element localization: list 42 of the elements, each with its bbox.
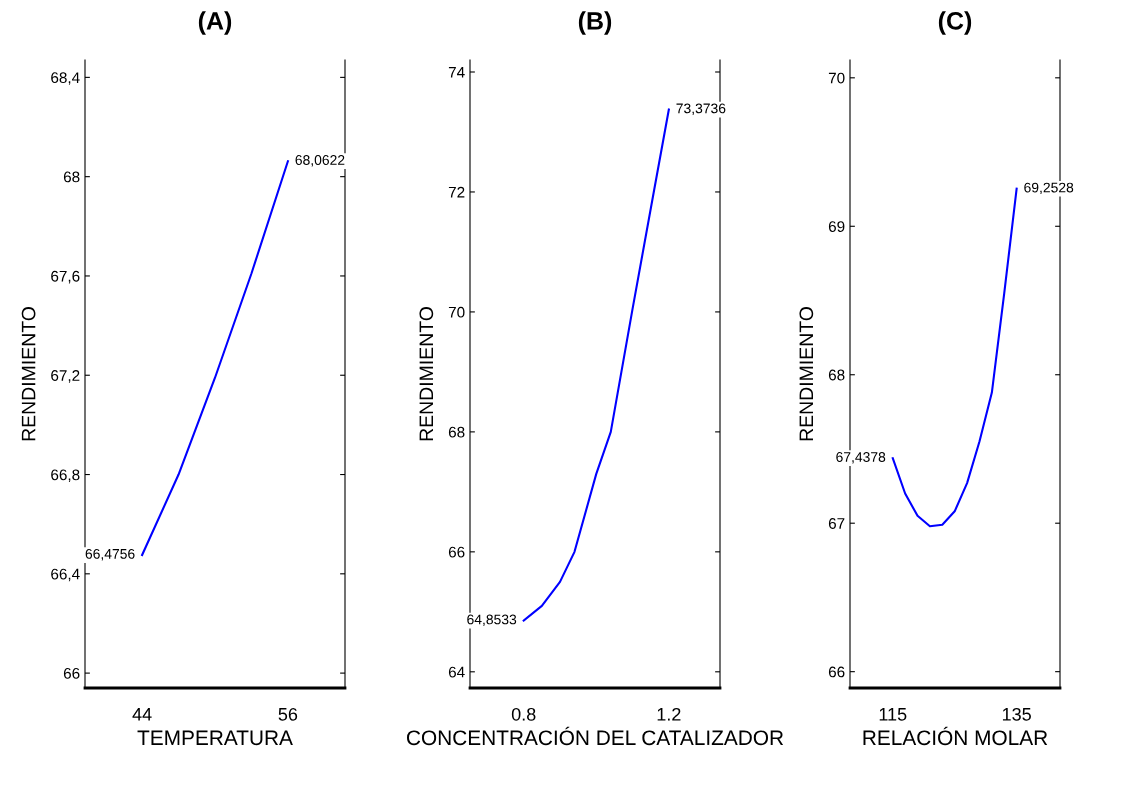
line-series — [891, 187, 1018, 528]
annotation: 66,4756 — [85, 548, 135, 561]
y-tick-label: 64 — [448, 666, 465, 678]
annotation: 64,8533 — [467, 614, 517, 626]
x-tick-label: 135 — [1002, 707, 1031, 721]
annotation: 67,4378 — [836, 452, 886, 464]
y-tick-label: 74 — [448, 67, 465, 78]
annotation: 73,3736 — [676, 103, 726, 115]
x-axis-title: TEMPERATURA — [137, 730, 293, 746]
y-tick-label: 68,4 — [51, 72, 80, 85]
annotation: 68,0622 — [295, 155, 345, 167]
y-tick-label: 66,4 — [51, 568, 80, 582]
x-tick-label: 115 — [879, 708, 907, 721]
line-series — [141, 160, 289, 557]
chart-title: (B) — [578, 11, 612, 35]
y-tick-label: 67 — [828, 518, 845, 529]
y-tick-label: 66,8 — [51, 469, 80, 483]
line-series — [522, 108, 670, 622]
y-tick-label: 66 — [448, 546, 465, 558]
x-tick-label: 0.8 — [511, 707, 536, 721]
x-axis-title: RELACIÓN MOLAR — [863, 726, 1048, 746]
x-tick-label: 44 — [132, 708, 152, 721]
y-tick-label: 70 — [448, 306, 465, 318]
y-tick-label: 68 — [828, 369, 845, 381]
y-tick-label: 68 — [448, 426, 465, 438]
y-axis-title: RENDIMIENTO — [419, 307, 434, 441]
y-tick-label: 72 — [448, 186, 465, 198]
chart-title: (A) — [198, 11, 232, 35]
y-axis-title: RENDIMIENTO — [21, 307, 36, 441]
x-axis-title: CONCENTRACIÓN DEL CATALIZADOR — [406, 726, 784, 746]
y-tick-label: 67,6 — [51, 270, 80, 284]
y-tick-label: 67,2 — [51, 370, 80, 383]
y-tick-label: 69 — [828, 221, 845, 232]
y-tick-label: 68 — [63, 171, 80, 183]
chart-title: (C) — [938, 11, 972, 35]
x-tick-label: 1.2 — [657, 707, 681, 721]
y-tick-label: 70 — [828, 72, 845, 84]
x-tick-label: 56 — [278, 707, 298, 721]
y-tick-label: 66 — [63, 667, 80, 679]
y-tick-label: 66 — [828, 666, 845, 678]
annotation: 69,2528 — [1024, 182, 1074, 195]
y-axis-title: RENDIMIENTO — [799, 307, 814, 441]
